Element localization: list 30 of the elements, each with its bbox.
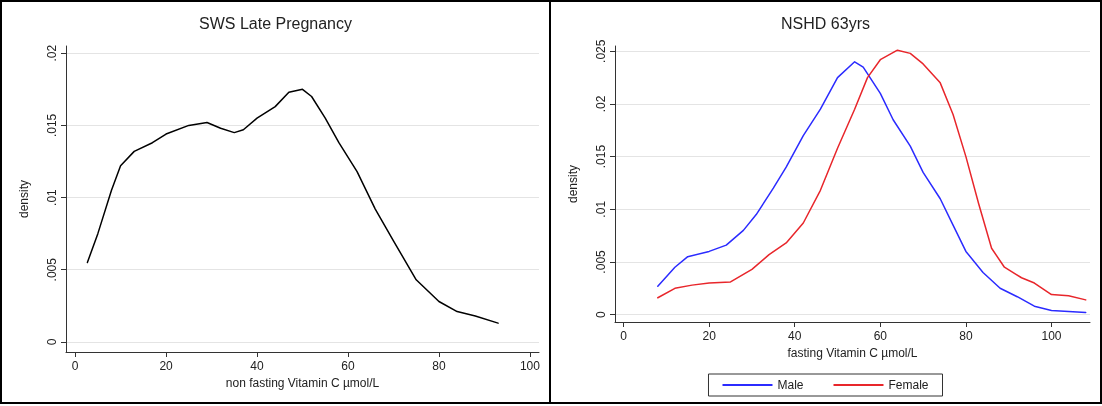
y-tick-label: .01 bbox=[594, 200, 608, 218]
chart-title: SWS Late Pregnancy bbox=[199, 14, 352, 32]
x-tick-label: 60 bbox=[341, 359, 355, 373]
x-tick-label: 80 bbox=[959, 329, 973, 343]
legend-label: Female bbox=[888, 378, 929, 392]
y-tick-label: .015 bbox=[594, 144, 608, 169]
x-tick-label: 0 bbox=[620, 329, 628, 343]
x-tick-label: 80 bbox=[432, 359, 446, 373]
legend-label: Male bbox=[777, 378, 804, 392]
x-tick-label: 20 bbox=[159, 359, 174, 373]
x-tick-label: 100 bbox=[519, 359, 541, 373]
x-tick-label: 20 bbox=[702, 329, 717, 343]
x-tick-label: 0 bbox=[71, 359, 79, 373]
y-tick-label: .02 bbox=[45, 44, 59, 62]
y-axis-title: density bbox=[17, 179, 31, 219]
x-axis-title: fasting Vitamin C µmol/L bbox=[787, 345, 918, 360]
x-tick-label: 100 bbox=[1041, 329, 1062, 343]
x-axis-title: non fasting Vitamin C µmol/L bbox=[225, 375, 380, 390]
y-tick-label: .01 bbox=[45, 188, 59, 206]
y-tick-label: .02 bbox=[594, 95, 608, 113]
y-tick-label: 0 bbox=[594, 310, 608, 318]
y-tick-label: .005 bbox=[45, 257, 59, 282]
chart-title: NSHD 63yrs bbox=[781, 14, 870, 32]
x-tick-label: 60 bbox=[873, 329, 888, 343]
x-tick-label: 40 bbox=[788, 329, 802, 343]
y-tick-label: .015 bbox=[45, 113, 59, 138]
x-tick-label: 40 bbox=[250, 359, 265, 373]
y-tick-label: .025 bbox=[594, 39, 608, 63]
y-tick-label: .005 bbox=[594, 249, 608, 274]
y-axis-title: density bbox=[566, 164, 580, 204]
